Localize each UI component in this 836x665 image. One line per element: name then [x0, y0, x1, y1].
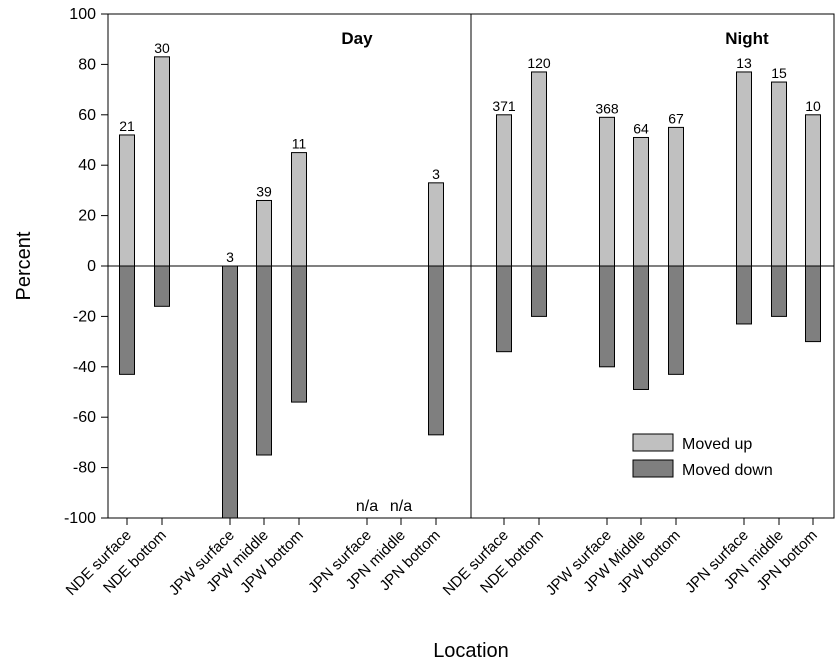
bar-moved-down — [805, 265, 821, 343]
bar-moved-down — [256, 265, 272, 456]
bar-moved-up — [771, 81, 787, 267]
count-label: 39 — [256, 183, 272, 199]
data-labels: 21 30 3 39 11 3 371 120 368 64 67 13 15 10 n/a n/a — [119, 40, 821, 515]
count-label: 120 — [527, 55, 551, 71]
y-tick-label: 40 — [78, 157, 96, 174]
bar-moved-down — [531, 265, 547, 317]
count-label: 64 — [633, 120, 649, 136]
y-tick-label: -20 — [73, 308, 96, 325]
y-tick-label: 80 — [78, 56, 96, 73]
legend-label-moved-down: Moved down — [682, 462, 773, 479]
bar-moved-down — [291, 265, 307, 403]
y-tick-label: -80 — [73, 460, 96, 477]
y-tick-label: -40 — [73, 359, 96, 376]
legend-swatch-moved-up — [632, 433, 674, 452]
count-label: 67 — [668, 110, 684, 126]
bar-moved-up — [633, 136, 649, 267]
y-axis-title: Percent — [13, 231, 35, 300]
count-label: 30 — [154, 40, 170, 56]
bar-moved-up — [154, 56, 170, 267]
y-tick-label: 100 — [69, 6, 96, 23]
bar-moved-down — [119, 265, 135, 375]
bar-moved-up — [119, 134, 135, 267]
panel-title-day: Day — [341, 29, 373, 48]
count-label: 368 — [595, 100, 619, 116]
legend-label-moved-up: Moved up — [682, 436, 752, 453]
na-label: n/a — [356, 498, 378, 515]
y-tick-labels: -100 -80 -60 -40 -20 0 20 40 60 80 100 — [64, 6, 96, 527]
bar-moved-down — [668, 265, 684, 375]
bars — [119, 56, 821, 519]
bar-moved-down — [736, 265, 752, 325]
y-tick-label: 60 — [78, 107, 96, 124]
count-label: 15 — [771, 65, 787, 81]
na-label: n/a — [390, 498, 412, 515]
bar-moved-up — [599, 116, 615, 267]
count-label: 13 — [736, 55, 752, 71]
bar-moved-up — [496, 114, 512, 267]
bar-moved-down — [599, 265, 615, 368]
bar-moved-up — [428, 182, 444, 267]
bar-moved-up — [668, 126, 684, 267]
count-label: 11 — [292, 136, 307, 152]
y-tick-label: 20 — [78, 208, 96, 225]
legend: Moved up Moved down — [632, 433, 773, 479]
y-tick-label: -100 — [64, 510, 96, 527]
count-label: 3 — [226, 249, 234, 265]
y-tick-label: 0 — [87, 258, 96, 275]
count-label: 21 — [119, 118, 135, 134]
bar-moved-down — [771, 265, 787, 317]
bar-moved-up — [805, 114, 821, 267]
bar-moved-down — [154, 265, 170, 307]
bar-moved-down — [428, 265, 444, 436]
count-label: 371 — [492, 98, 516, 114]
bar-moved-down — [633, 265, 649, 390]
bar-moved-up — [736, 71, 752, 267]
legend-swatch-moved-down — [632, 459, 674, 478]
x-axis-title: Location — [433, 640, 509, 662]
bar-moved-down — [496, 265, 512, 353]
bar-moved-down — [222, 265, 238, 519]
count-label: 10 — [805, 98, 821, 114]
count-label: 3 — [432, 166, 440, 182]
panel-title-night: Night — [725, 29, 769, 48]
bar-moved-up — [291, 152, 307, 267]
bar-moved-up — [256, 199, 272, 267]
y-tick-label: -60 — [73, 409, 96, 426]
bar-moved-up — [531, 71, 547, 267]
